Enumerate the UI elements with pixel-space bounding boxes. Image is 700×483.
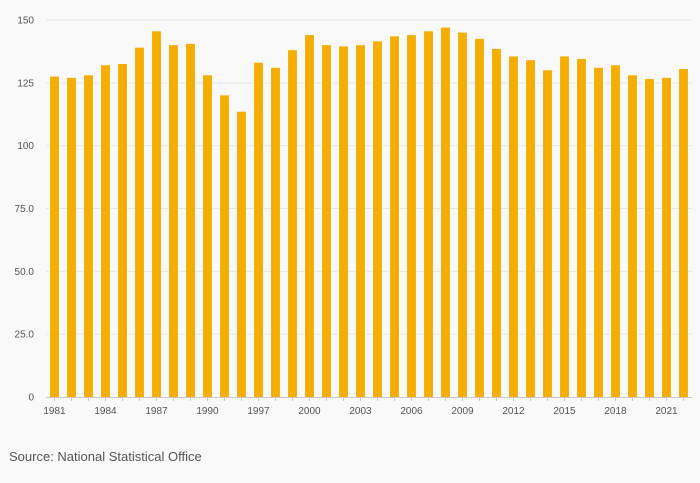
bar-1986 [135,47,144,397]
x-tick-label: 1997 [247,406,270,417]
bar-2017 [594,67,603,398]
x-tick-label: 2015 [553,406,576,417]
bar-1991 [220,95,229,398]
bar-1981 [50,76,59,398]
bar-1997 [254,62,263,398]
bar-1992 [237,111,246,397]
bar-2010 [475,38,484,397]
bar-2008 [441,27,450,397]
bar-1983 [84,75,93,397]
bar-2000 [305,35,314,397]
y-tick-label: 125 [17,78,34,89]
x-tick-label: 2012 [502,406,525,417]
x-tick-label: 1987 [145,406,168,417]
x-tick-label: 2003 [349,406,372,417]
x-tick-label: 1984 [94,406,117,417]
x-tick-label: 1990 [196,406,219,417]
bar-2018 [611,65,620,398]
bar-1985 [118,63,127,397]
y-tick-label: 50.0 [15,267,35,278]
bar-2013 [526,60,535,398]
bar-2011 [492,48,501,398]
bar-1999 [288,50,297,397]
x-tick-label: 2006 [400,406,423,417]
y-axis: 0 25.0 50.0 75.0 100 125 150 [15,16,35,404]
source-note: Source: National Statistical Office [9,449,202,464]
bar-2006 [407,35,416,397]
bar-1982 [67,77,76,397]
x-tick-label: 2000 [298,406,321,417]
bar-2001 [322,45,331,398]
x-tick-label: 2021 [655,406,678,417]
y-tick-label: 25.0 [15,330,35,341]
bar-2012 [509,56,518,398]
bar-2015 [560,56,569,398]
bar-2021 [662,77,671,397]
x-tick-label: 1981 [43,406,66,417]
bars [50,27,688,398]
bar-2020 [645,79,654,398]
bar-1998 [271,67,280,398]
bar-2004 [373,41,382,397]
y-tick-label: 150 [17,16,34,27]
bar-2019 [628,75,637,397]
bar-2014 [543,70,552,398]
y-tick-label: 100 [17,141,34,152]
bar-2009 [458,32,467,398]
bar-1988 [169,45,178,398]
bar-2003 [356,45,365,398]
bar-1990 [203,75,212,397]
y-tick-label: 75.0 [15,204,35,215]
bar-2005 [390,36,399,397]
x-tick-label: 2009 [451,406,474,417]
bar-2022 [679,69,688,397]
bar-1984 [101,65,110,398]
x-axis: 1981 1984 1987 1990 1997 2000 2003 2006 2009 2012… [43,397,684,417]
y-tick-label: 0 [28,393,34,404]
bar-2007 [424,31,433,398]
bar-1987 [152,31,161,398]
bar-2016 [577,58,586,397]
bar-1989 [186,43,195,397]
bar-2002 [339,46,348,397]
x-tick-label: 2018 [604,406,627,417]
